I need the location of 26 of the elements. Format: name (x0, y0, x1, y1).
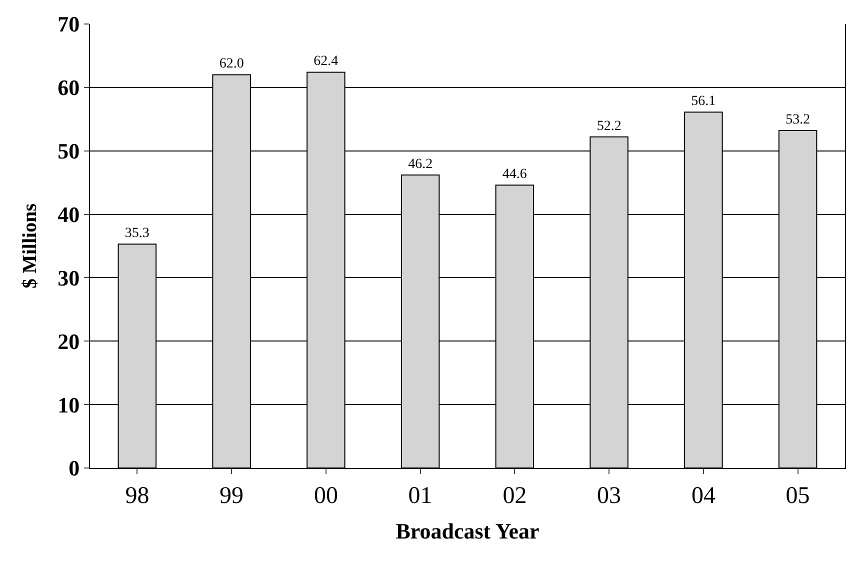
y-tick-label: 10 (58, 392, 80, 418)
x-tick-label: 00 (314, 482, 338, 509)
y-tick-label: 70 (58, 12, 80, 37)
y-tick-label: 50 (58, 138, 80, 164)
data-label: 46.2 (408, 156, 433, 172)
y-tick-label: 0 (68, 456, 80, 481)
x-tick-label: 03 (597, 482, 622, 509)
data-label: 56.1 (691, 94, 716, 110)
y-tick-label: 20 (58, 328, 80, 354)
x-tick-label: 05 (786, 482, 810, 509)
data-label: 62.4 (314, 54, 338, 70)
data-label: 62.0 (219, 56, 244, 72)
x-tick-label: 04 (691, 482, 716, 509)
y-tick-label: 40 (58, 202, 80, 227)
y-tick-label: 60 (58, 75, 80, 100)
x-tick-label: 98 (125, 482, 150, 509)
x-tick-label: 01 (408, 482, 432, 509)
y-axis-title: $ Millions (19, 203, 42, 289)
data-label: 35.3 (124, 226, 150, 242)
data-label: 53.2 (786, 112, 810, 128)
x-tick-label: 99 (220, 482, 244, 509)
data-label: 44.6 (502, 167, 527, 182)
x-axis-title: Broadcast Year (396, 518, 540, 544)
x-tick-label: 02 (502, 482, 527, 509)
y-tick-label: 30 (58, 265, 80, 290)
data-label: 52.2 (596, 118, 622, 134)
